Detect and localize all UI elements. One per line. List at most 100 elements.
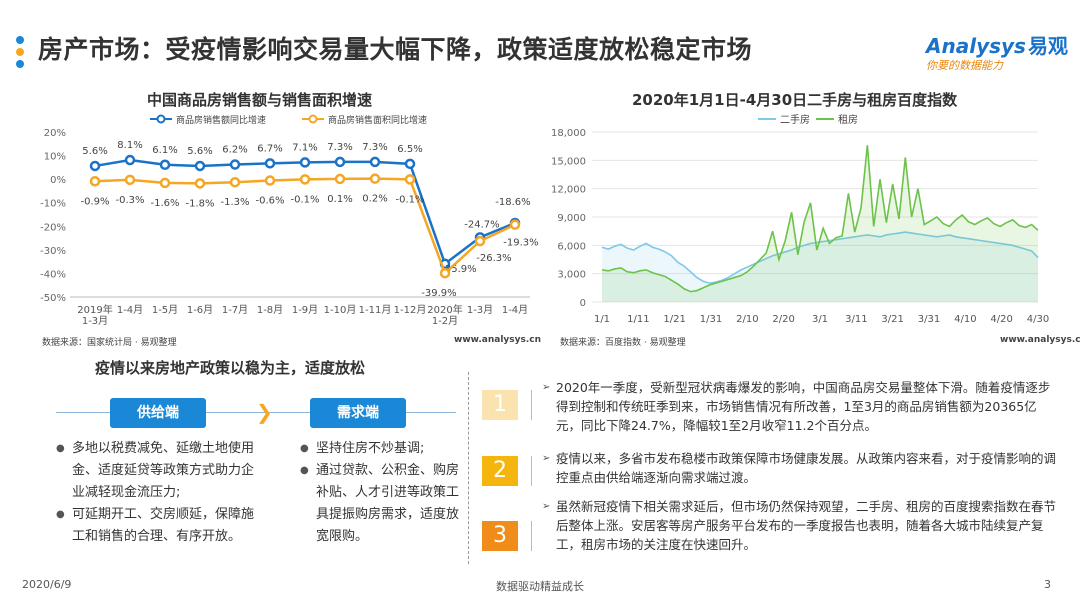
demand-bullet-list: 坚持住房不炒基调; 通过贷款、公积金、购房补贴、人才引进等政策工具提振购房需求，… — [300, 438, 460, 548]
footer-slogan: 数据驱动精益成长 — [496, 580, 584, 593]
policy-title: 疫情以来房地产政策以稳为主，适度放松 — [94, 359, 365, 377]
title-dots — [16, 36, 26, 72]
page-title: 房产市场：受疫情影响交易量大幅下降，政策适度放松稳定市场 — [38, 35, 753, 64]
right-chart-source: 数据来源：百度指数 · 易观整理 — [560, 338, 686, 348]
x-tick-label: 2/10 — [736, 314, 758, 325]
point-text-3: ➢ 虽然新冠疫情下相关需求延后，但市场仍然保持观望，二手房、租房的百度搜索指数在春… — [542, 497, 1056, 554]
data-point — [159, 159, 171, 171]
data-label: 7.3% — [362, 142, 387, 153]
arrow-icon: ➢ — [542, 501, 551, 512]
y-tick-label: 10% — [44, 152, 66, 163]
data-point — [194, 160, 206, 172]
x-tick-label: 4/10 — [954, 314, 976, 325]
data-point — [404, 174, 416, 185]
x-tick-label: 2/20 — [772, 314, 794, 325]
supply-bullet-list: 多地以税费减免、延缴土地使用金、适度延贷等政策方式助力企业减轻现金流压力; 可延… — [56, 438, 262, 548]
title-dot-1 — [16, 36, 24, 44]
x-tick-label: 1/11 — [627, 314, 649, 325]
x-tick-label: 1-12月 — [394, 304, 427, 316]
x-tick-label: 3/11 — [845, 314, 867, 325]
y-tick-label: -10% — [40, 199, 66, 210]
data-point — [404, 158, 416, 170]
data-point — [124, 174, 136, 186]
y-tick-label: 0 — [580, 298, 586, 309]
sales-growth-line-chart: 商品房销售额同比增速 商品房销售面积同比增速 20% 10% 0% -10% -20% -30… — [40, 114, 539, 327]
demand-side-label: 需求端 — [310, 398, 406, 428]
data-label: -26.3% — [476, 253, 511, 264]
data-label: 8.1% — [117, 140, 142, 151]
x-tick-label: 3/1 — [812, 314, 828, 325]
right-chart-site: www.analysys.cn — [1000, 335, 1080, 345]
point-text-1: ➢ 2020年一季度，受新型冠状病毒爆发的影响，中国商品房交易量整体下滑。随着疫情… — [542, 378, 1056, 435]
data-label: 7.3% — [327, 142, 352, 153]
data-label: 6.7% — [257, 143, 282, 154]
data-point — [299, 157, 311, 168]
data-label: -0.1% — [395, 194, 424, 205]
data-point — [334, 173, 346, 185]
x-tick-label: 3/31 — [918, 314, 940, 325]
data-point — [194, 178, 206, 189]
page-number: 3 — [1044, 578, 1051, 591]
data-label: 7.1% — [292, 142, 317, 153]
data-point — [124, 154, 136, 166]
arrow-icon: ➢ — [542, 382, 551, 393]
data-label: -39.9% — [421, 288, 456, 299]
y-tick-label: 9,000 — [557, 213, 586, 224]
x-tick-label: 1/31 — [700, 314, 722, 325]
data-label: -24.7% — [464, 219, 499, 230]
data-label: 5.6% — [82, 146, 107, 157]
y-tick-label: 20% — [44, 128, 66, 139]
data-point — [229, 176, 241, 188]
data-point — [299, 174, 311, 185]
x-tick-label: 1/1 — [594, 314, 610, 325]
data-label: -0.9% — [80, 196, 109, 207]
point-number-3: 3 — [482, 521, 518, 551]
demand-bullet-item: 通过贷款、公积金、购房补贴、人才引进等政策工具提振购房需求，适度放宽限购。 — [300, 460, 460, 548]
point-text-2: ➢ 疫情以来，多省市发布稳楼市政策保障市场健康发展。从政策内容来看，对于疫情影响的… — [542, 449, 1056, 487]
section-divider — [468, 372, 469, 564]
y-tick-label: -30% — [40, 246, 66, 257]
data-point — [264, 175, 276, 186]
data-label: -1.3% — [220, 197, 249, 208]
y-tick-label: 18,000 — [551, 128, 586, 139]
x-tick-label: 2020年 1-2月 — [427, 303, 462, 327]
point-bar-2 — [531, 456, 532, 486]
supply-bullet-item: 多地以税费减免、延缴土地使用金、适度延贷等政策方式助力企业减轻现金流压力; — [56, 438, 262, 504]
logo-cn-text: 易观 — [1027, 34, 1068, 58]
x-tick-label: 1-5月 — [152, 304, 178, 316]
footer-date: 2020/6/9 — [22, 578, 72, 591]
x-tick-label: 3/21 — [881, 314, 903, 325]
legend-label: 商品房销售额同比增速 — [176, 114, 266, 126]
title-dot-3 — [16, 60, 24, 68]
arrow-icon: ➢ — [542, 453, 551, 464]
left-chart-title: 中国商品房销售额与销售面积增速 — [147, 91, 373, 109]
left-chart-source: 数据来源：国家统计局 · 易观整理 — [42, 338, 177, 348]
x-tick-label: 2019年 1-3月 — [77, 303, 112, 327]
data-point — [159, 177, 171, 189]
data-label: 6.1% — [152, 145, 177, 156]
data-label: -1.6% — [150, 198, 179, 209]
x-tick-label: 1-11月 — [359, 304, 392, 316]
x-tick-label: 1-7月 — [222, 304, 248, 316]
data-label: 5.6% — [187, 146, 212, 157]
x-tick-label: 1-3月 — [467, 304, 493, 316]
x-tick-label: 1-10月 — [324, 304, 357, 316]
right-chart-title: 2020年1月1日-4月30日二手房与租房百度指数 — [632, 91, 958, 109]
x-tick-label: 1-9月 — [292, 304, 318, 316]
title-dot-2 — [16, 48, 24, 56]
x-tick-label: 1-4月 — [502, 304, 528, 316]
data-label: 0.1% — [327, 194, 352, 205]
y-tick-label: 0% — [50, 175, 66, 186]
y-tick-label: -50% — [40, 293, 66, 304]
baidu-index-area-chart: 二手房 租房18,00015,00012,0009,0006,0003,00001… — [551, 113, 1049, 325]
demand-bullet-item: 坚持住房不炒基调; — [300, 438, 460, 460]
left-chart-site: www.analysys.cn — [454, 335, 542, 345]
data-label: -35.9% — [441, 264, 476, 275]
data-label: -1.8% — [185, 198, 214, 209]
brand-logo: Analysys 易观 你要的数据能力 — [926, 30, 1068, 74]
x-tick-label: 1-6月 — [187, 304, 213, 316]
legend-label: 二手房 — [780, 113, 810, 126]
point-number-1: 1 — [482, 390, 518, 420]
logo-tagline: 你要的数据能力 — [926, 59, 1003, 72]
y-tick-label: 6,000 — [557, 241, 586, 252]
